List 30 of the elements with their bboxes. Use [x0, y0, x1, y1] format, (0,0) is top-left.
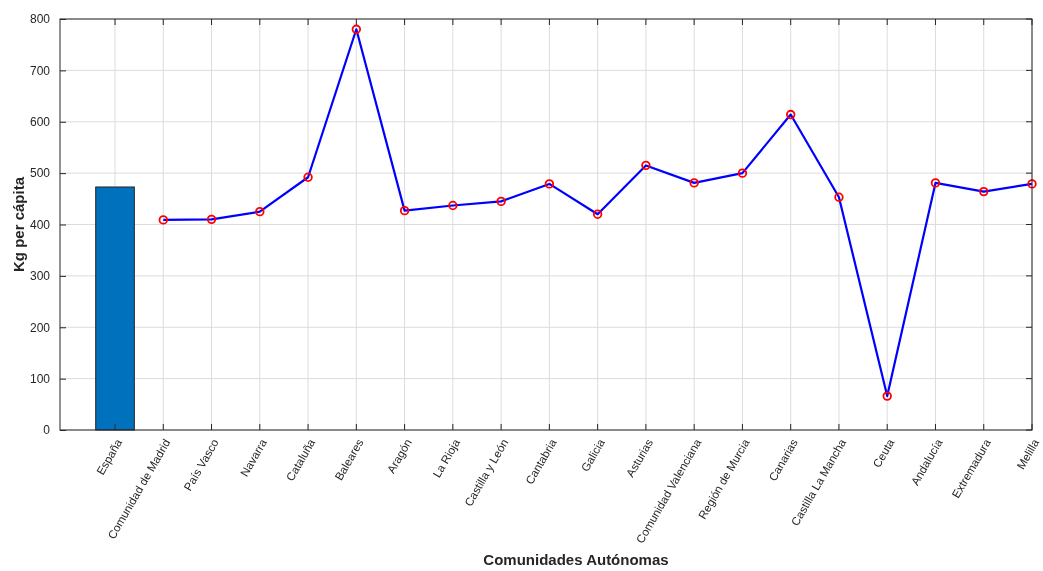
- point: [399, 205, 410, 216]
- point: [255, 206, 265, 217]
- y-tick-label: 800: [29, 12, 51, 27]
- point: [785, 109, 796, 120]
- y-tick-label: 700: [29, 63, 51, 78]
- x-axis-title: Comunidades Autónomas: [483, 551, 669, 568]
- y-tick-label: 200: [29, 320, 51, 335]
- point: [1027, 179, 1037, 189]
- point: [737, 168, 748, 178]
- point: [930, 178, 941, 188]
- point: [351, 24, 362, 34]
- y-tick-label: 500: [29, 166, 51, 181]
- point: [882, 391, 892, 401]
- point: [979, 186, 989, 197]
- point: [496, 196, 506, 207]
- point: [834, 192, 844, 202]
- point: [592, 209, 603, 219]
- point: [448, 200, 458, 211]
- y-tick-label: 400: [29, 217, 51, 232]
- point: [689, 178, 699, 188]
- point: [544, 179, 555, 189]
- point: [641, 160, 651, 171]
- y-tick-label: 100: [29, 371, 51, 386]
- y-axis-title: Kg per cápita: [10, 176, 27, 273]
- y-tick-label: 0: [43, 423, 51, 438]
- y-tick-label: 300: [29, 269, 51, 284]
- point: [303, 172, 313, 182]
- point: [206, 214, 217, 225]
- y-tick-label: 600: [29, 115, 51, 130]
- point: [158, 215, 168, 225]
